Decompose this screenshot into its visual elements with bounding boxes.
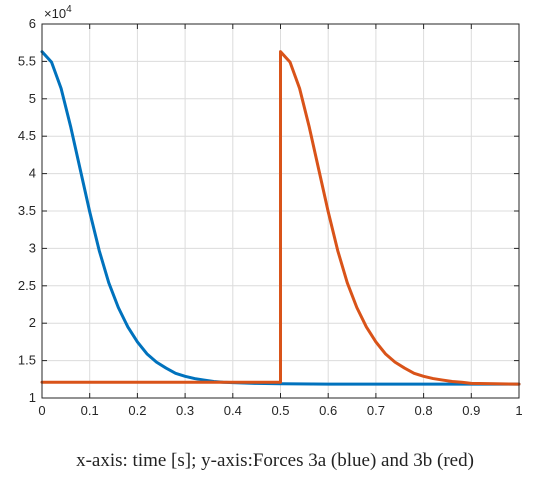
x-tick-label: 0	[38, 403, 45, 418]
line-chart: 0 0.1 0.2 0.3 0.4 0.5 0.6 0.7 0.8 0.9 1 1 1.5 2 2.5 3 3…	[18, 4, 523, 418]
y-tick-label: 6	[29, 16, 36, 31]
series-line-1	[40, 50, 521, 386]
figure-caption: x-axis: time [s]; y-axis:Forces 3a (blue…	[76, 450, 474, 471]
x-axis: 0 0.1 0.2 0.3 0.4 0.5 0.6 0.7 0.8 0.9 1	[38, 24, 523, 418]
y-tick-label: 4.5	[18, 128, 36, 143]
y-axis: 1 1.5 2 2.5 3 3.5 4 4.5 5 5.5 6	[18, 16, 519, 405]
y-tick-label: 2.5	[18, 278, 36, 293]
y-tick-label: 2	[29, 315, 36, 330]
y-tick-label: 3.5	[18, 203, 36, 218]
x-tick-label: 0.8	[415, 403, 433, 418]
y-tick-label: 3	[29, 240, 36, 255]
y-multiplier-label: ×104	[44, 4, 72, 21]
data-series	[40, 50, 521, 386]
x-tick-label: 0.9	[462, 403, 480, 418]
y-tick-label: 4	[29, 166, 36, 181]
y-tick-label: 5	[29, 91, 36, 106]
y-multiplier-exponent: 4	[66, 4, 72, 15]
x-tick-label: 0.6	[319, 403, 337, 418]
x-tick-label: 0.4	[224, 403, 242, 418]
x-tick-label: 0.2	[128, 403, 146, 418]
y-tick-label: 1.5	[18, 353, 36, 368]
y-tick-label: 1	[29, 390, 36, 405]
series-line-2	[40, 50, 521, 386]
x-tick-label: 0.3	[176, 403, 194, 418]
x-tick-label: 0.1	[81, 403, 99, 418]
y-tick-label: 5.5	[18, 53, 36, 68]
x-tick-label: 0.7	[367, 403, 385, 418]
x-tick-label: 1	[515, 403, 522, 418]
x-tick-label: 0.5	[271, 403, 289, 418]
